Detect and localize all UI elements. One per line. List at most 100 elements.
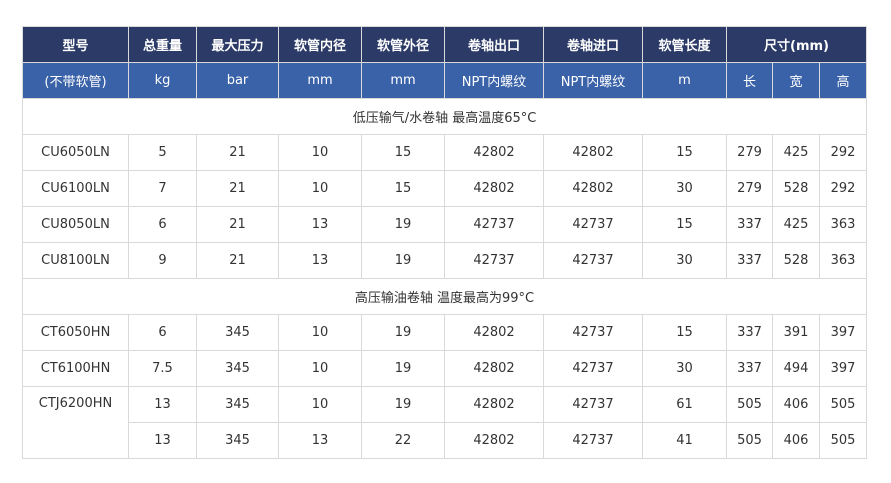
- column-header: 软管内径: [278, 26, 362, 63]
- cell: 406: [772, 386, 820, 423]
- cell: 13: [128, 386, 197, 423]
- unit-header: mm: [361, 62, 445, 99]
- column-header: 尺寸(mm): [725, 26, 868, 63]
- table-row: CTJ6200HN 13 345 10 19 42802 42737 61 505 406 505: [22, 386, 868, 459]
- cell: 528: [772, 242, 820, 279]
- cell: 397: [818, 350, 868, 387]
- cell-model: CU8100LN: [22, 242, 129, 279]
- cell: 397: [818, 314, 868, 351]
- cell: 7: [128, 170, 197, 207]
- cell: 10: [278, 314, 362, 351]
- unit-header: 长: [726, 62, 773, 99]
- cell: 42802: [444, 314, 544, 351]
- cell: 42802: [543, 170, 643, 207]
- cell-model: CT6050HN: [22, 314, 129, 351]
- column-header: 软管长度: [642, 26, 727, 63]
- cell: 337: [726, 206, 773, 243]
- unit-header: 宽: [772, 62, 820, 99]
- cell: 21: [196, 134, 279, 171]
- cell: 42802: [444, 422, 544, 459]
- cell: 42737: [444, 242, 544, 279]
- cell: 5: [128, 134, 197, 171]
- cell: 42737: [543, 422, 643, 459]
- cell: 13: [278, 422, 362, 459]
- section-row: 低压输气/水卷轴 最高温度65°C: [21, 98, 868, 135]
- unit-header: 高: [818, 62, 868, 99]
- section-row: 高压输油卷轴 温度最高为99°C: [21, 278, 868, 315]
- unit-header: mm: [278, 62, 362, 99]
- cell: 19: [361, 350, 445, 387]
- column-header: 总重量: [128, 26, 197, 63]
- cell: 42737: [543, 242, 643, 279]
- cell: 505: [726, 386, 773, 423]
- column-header: 软管外径: [361, 26, 445, 63]
- cell: 425: [772, 206, 820, 243]
- cell-model: CTJ6200HN: [22, 386, 129, 459]
- cell-model: CU6100LN: [22, 170, 129, 207]
- cell: 15: [642, 314, 727, 351]
- cell: 42737: [543, 386, 643, 423]
- cell: 42737: [444, 206, 544, 243]
- cell: 6: [128, 314, 197, 351]
- cell: 345: [196, 422, 279, 459]
- unit-header: bar: [196, 62, 279, 99]
- cell: 345: [196, 386, 279, 423]
- table-row: CU6050LN 5 21 10 15 42802 42802 15 279 425 292: [22, 134, 868, 171]
- column-header: 型号: [22, 26, 129, 63]
- cell: 6: [128, 206, 197, 243]
- cell: 30: [642, 170, 727, 207]
- table-row: CT6100HN 7.5 345 10 19 42802 42737 30 337 494 397: [22, 350, 868, 387]
- table-row: CU8050LN 6 21 13 19 42737 42737 15 337 425 363: [22, 206, 868, 243]
- cell: 13: [278, 242, 362, 279]
- cell: 337: [726, 350, 773, 387]
- cell: 7.5: [128, 350, 197, 387]
- section-title: 低压输气/水卷轴 最高温度65°C: [21, 98, 868, 135]
- cell: 10: [278, 134, 362, 171]
- cell: 13: [278, 206, 362, 243]
- cell: 61: [642, 386, 727, 423]
- cell: 345: [196, 350, 279, 387]
- cell-model: CU6050LN: [22, 134, 129, 171]
- cell: 42802: [444, 170, 544, 207]
- unit-row: (不带软管) kg bar mm mm NPT内螺纹 NPT内螺纹 m 长宽高: [22, 62, 868, 99]
- cell: 30: [642, 350, 727, 387]
- unit-header: NPT内螺纹: [444, 62, 544, 99]
- unit-header: kg: [128, 62, 197, 99]
- cell: 15: [642, 134, 727, 171]
- cell: 9: [128, 242, 197, 279]
- cell: 363: [818, 206, 868, 243]
- cell: 42802: [444, 134, 544, 171]
- column-header: 卷轴出口: [444, 26, 544, 63]
- cell-model: CU8050LN: [22, 206, 129, 243]
- cell: 505: [818, 422, 868, 459]
- cell: 30: [642, 242, 727, 279]
- cell: 19: [361, 242, 445, 279]
- cell: 21: [196, 206, 279, 243]
- cell: 21: [196, 242, 279, 279]
- cell: 10: [278, 170, 362, 207]
- cell: 42802: [444, 386, 544, 423]
- cell: 13: [128, 422, 197, 459]
- cell: 15: [361, 134, 445, 171]
- cell: 42737: [543, 350, 643, 387]
- cell: 10: [278, 386, 362, 423]
- cell: 15: [361, 170, 445, 207]
- cell: 391: [772, 314, 820, 351]
- cell: 505: [726, 422, 773, 459]
- cell: 42802: [543, 134, 643, 171]
- cell: 19: [361, 386, 445, 423]
- table-row: CU8100LN 9 21 13 19 42737 42737 30 337 528 363: [22, 242, 868, 279]
- table-row: CU6100LN 7 21 10 15 42802 42802 30 279 528 292: [22, 170, 868, 207]
- cell: 292: [818, 134, 868, 171]
- cell: 337: [726, 314, 773, 351]
- cell: 292: [818, 170, 868, 207]
- cell: 363: [818, 242, 868, 279]
- cell: 345: [196, 314, 279, 351]
- cell: 494: [772, 350, 820, 387]
- cell: 10: [278, 350, 362, 387]
- cell: 279: [726, 170, 773, 207]
- column-header: 卷轴进口: [543, 26, 643, 63]
- cell: 279: [726, 134, 773, 171]
- cell: 15: [642, 206, 727, 243]
- cell: 21: [196, 170, 279, 207]
